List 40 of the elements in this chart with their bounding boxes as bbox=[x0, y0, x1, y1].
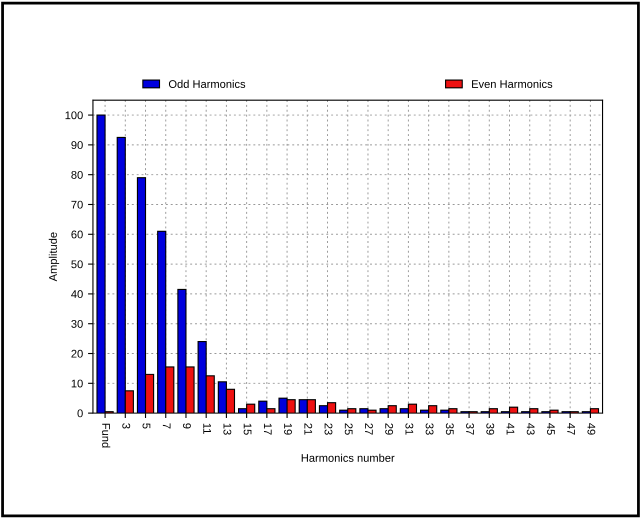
x-tick-label: 25 bbox=[344, 423, 353, 435]
x-tick-label: Fund bbox=[102, 424, 110, 448]
x-tick-label: 3 bbox=[122, 423, 130, 429]
x-tick-label: 17 bbox=[264, 424, 272, 435]
x-tick-label: 23 bbox=[324, 423, 332, 435]
y-tick-label: 80 bbox=[71, 170, 83, 179]
y-tick-label: 10 bbox=[72, 380, 83, 388]
x-tick-label: 29 bbox=[385, 423, 394, 435]
x-tick-label: 5 bbox=[142, 423, 150, 429]
y-tick-label: 40 bbox=[71, 290, 83, 298]
x-tick-label: 43 bbox=[526, 423, 535, 435]
x-axis-title: Harmonics number bbox=[302, 454, 394, 462]
x-tick-label: 9 bbox=[182, 423, 191, 428]
x-tick-label: 15 bbox=[244, 424, 252, 435]
x-tick-label: 31 bbox=[405, 423, 414, 435]
x-tick-label: 11 bbox=[203, 424, 211, 434]
x-tick-label: 41 bbox=[506, 423, 514, 435]
x-tick-label: 49 bbox=[587, 423, 596, 435]
y-tick-label: 70 bbox=[71, 200, 83, 209]
y-tick-label: 100 bbox=[66, 111, 83, 120]
y-tick-label: 50 bbox=[71, 260, 83, 268]
x-tick-label: 45 bbox=[546, 423, 555, 435]
x-tick-label: 19 bbox=[284, 424, 292, 435]
y-tick-label: 60 bbox=[71, 230, 83, 238]
y-tick-label: 0 bbox=[77, 409, 83, 418]
x-tick-label: 21 bbox=[304, 423, 312, 435]
x-tick-label: 47 bbox=[567, 423, 575, 435]
x-tick-label: 27 bbox=[365, 423, 373, 435]
x-tick-label: 37 bbox=[466, 423, 474, 435]
x-tick-label: 13 bbox=[223, 424, 232, 435]
legend-label: Even Harmonics bbox=[472, 80, 552, 88]
y-axis-title: Amplitude bbox=[48, 232, 60, 282]
y-tick-label: 20 bbox=[71, 350, 83, 358]
x-tick-label: 7 bbox=[162, 423, 171, 428]
legend-label: Odd Harmonics bbox=[168, 80, 246, 88]
x-tick-label: 35 bbox=[446, 423, 454, 435]
x-tick-label: 33 bbox=[426, 423, 434, 435]
y-tick-label: 30 bbox=[71, 320, 83, 328]
x-tick-label: 39 bbox=[486, 423, 494, 435]
y-tick-label: 90 bbox=[71, 141, 83, 150]
